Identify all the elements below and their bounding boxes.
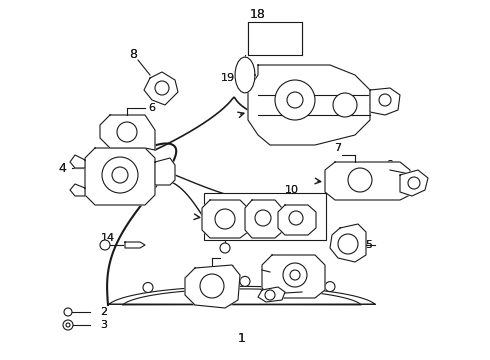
Text: 6: 6 <box>148 103 155 113</box>
Text: 5: 5 <box>365 240 372 250</box>
Text: 1: 1 <box>238 332 246 345</box>
Text: 10: 10 <box>285 185 299 195</box>
Text: 14: 14 <box>101 233 115 243</box>
Circle shape <box>379 94 391 106</box>
Circle shape <box>143 283 153 292</box>
Polygon shape <box>155 158 175 185</box>
Text: 17: 17 <box>305 287 319 297</box>
Text: 16: 16 <box>301 257 315 267</box>
Polygon shape <box>370 88 400 115</box>
Circle shape <box>63 320 73 330</box>
Polygon shape <box>185 265 240 308</box>
Bar <box>248 22 302 55</box>
Circle shape <box>275 80 315 120</box>
Text: 4: 4 <box>58 162 66 175</box>
Polygon shape <box>70 184 85 196</box>
Circle shape <box>66 323 70 327</box>
Circle shape <box>338 234 358 254</box>
Polygon shape <box>109 287 375 305</box>
Text: 11: 11 <box>208 203 220 213</box>
Polygon shape <box>325 162 410 200</box>
Circle shape <box>64 308 72 316</box>
Polygon shape <box>100 115 155 150</box>
Circle shape <box>117 122 137 142</box>
Circle shape <box>289 211 303 225</box>
Polygon shape <box>144 72 178 105</box>
Text: 19: 19 <box>221 73 235 83</box>
Circle shape <box>255 210 271 226</box>
Text: 18: 18 <box>250 9 266 22</box>
Polygon shape <box>248 65 370 145</box>
Text: 16: 16 <box>301 257 315 267</box>
Text: 8: 8 <box>129 49 137 62</box>
Polygon shape <box>330 224 366 262</box>
Circle shape <box>220 243 230 253</box>
Circle shape <box>155 81 169 95</box>
Polygon shape <box>400 170 428 196</box>
Text: 12: 12 <box>252 202 264 212</box>
Text: 12: 12 <box>252 202 264 212</box>
Text: 11: 11 <box>208 203 220 213</box>
Text: 6: 6 <box>148 103 155 113</box>
Circle shape <box>408 177 420 189</box>
Text: 19: 19 <box>221 73 235 83</box>
Text: 9: 9 <box>387 160 393 170</box>
Text: 4: 4 <box>58 162 66 175</box>
Text: 9: 9 <box>387 160 393 170</box>
Polygon shape <box>258 287 285 302</box>
Text: 15: 15 <box>222 265 236 275</box>
Polygon shape <box>262 255 325 298</box>
Text: 2: 2 <box>100 307 107 317</box>
Text: 7: 7 <box>335 143 342 153</box>
Polygon shape <box>85 148 155 205</box>
Circle shape <box>290 270 300 280</box>
Circle shape <box>333 93 357 117</box>
Circle shape <box>215 209 235 229</box>
Text: 13: 13 <box>286 202 298 212</box>
Polygon shape <box>125 242 145 248</box>
Text: 17: 17 <box>305 287 319 297</box>
Circle shape <box>283 263 307 287</box>
Text: 8: 8 <box>129 49 137 62</box>
Circle shape <box>265 290 275 300</box>
Circle shape <box>325 282 335 292</box>
Circle shape <box>348 168 372 192</box>
Polygon shape <box>70 155 85 168</box>
Circle shape <box>112 167 128 183</box>
Polygon shape <box>278 205 316 235</box>
Polygon shape <box>245 200 282 238</box>
Circle shape <box>287 92 303 108</box>
Text: 10: 10 <box>285 185 299 195</box>
Text: 3: 3 <box>100 320 107 330</box>
Polygon shape <box>202 200 248 238</box>
Text: 3: 3 <box>100 320 107 330</box>
Circle shape <box>200 274 224 298</box>
Circle shape <box>190 278 200 288</box>
Text: 15: 15 <box>222 265 236 275</box>
Text: 13: 13 <box>286 202 298 212</box>
Text: 5: 5 <box>365 240 372 250</box>
Circle shape <box>102 157 138 193</box>
Text: 2: 2 <box>100 307 107 317</box>
Circle shape <box>240 276 250 287</box>
Circle shape <box>295 279 305 288</box>
Text: 7: 7 <box>335 143 342 153</box>
Text: 14: 14 <box>101 233 115 243</box>
Bar <box>204 193 326 240</box>
Polygon shape <box>235 57 255 93</box>
Circle shape <box>100 240 110 250</box>
Text: 18: 18 <box>250 8 266 21</box>
Text: 1: 1 <box>238 332 246 345</box>
